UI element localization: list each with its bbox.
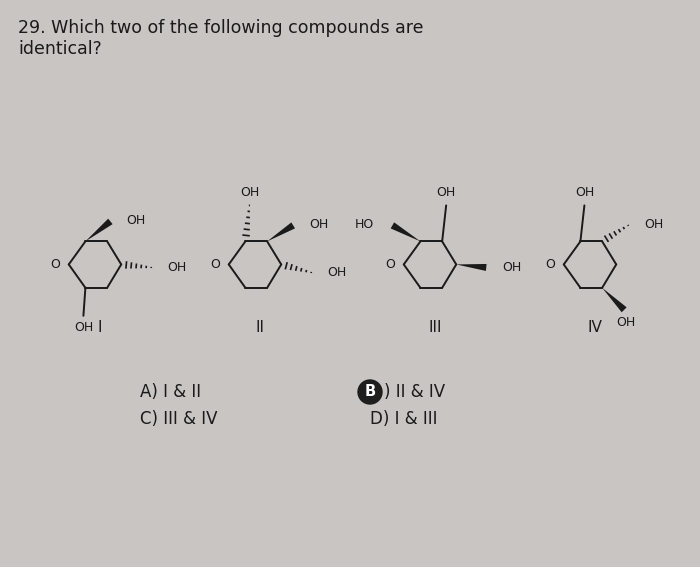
Text: C) III & IV: C) III & IV: [140, 410, 218, 428]
Polygon shape: [391, 222, 421, 242]
Text: OH: OH: [575, 186, 594, 199]
Text: O: O: [545, 258, 555, 271]
Text: OH: OH: [309, 218, 328, 231]
Circle shape: [358, 380, 382, 404]
Polygon shape: [267, 222, 295, 242]
Text: 29. Which two of the following compounds are: 29. Which two of the following compounds…: [18, 19, 423, 37]
Text: OH: OH: [502, 261, 522, 274]
Polygon shape: [85, 219, 113, 242]
Text: III: III: [428, 319, 442, 335]
Text: OH: OH: [240, 186, 259, 199]
Polygon shape: [456, 264, 486, 271]
Text: OH: OH: [127, 214, 146, 227]
Text: ) II & IV: ) II & IV: [384, 383, 445, 401]
Text: O: O: [210, 258, 220, 271]
Polygon shape: [602, 288, 626, 312]
Text: B: B: [365, 384, 376, 400]
Text: HO: HO: [355, 218, 374, 231]
Text: OH: OH: [437, 186, 456, 199]
Text: D) I & III: D) I & III: [370, 410, 438, 428]
Text: II: II: [256, 319, 265, 335]
Text: OH: OH: [327, 266, 346, 279]
Text: O: O: [385, 258, 395, 271]
Text: OH: OH: [167, 261, 186, 274]
Text: O: O: [50, 258, 60, 271]
Text: OH: OH: [617, 316, 636, 329]
Text: OH: OH: [74, 321, 93, 335]
Text: I: I: [98, 319, 102, 335]
Text: A) I & II: A) I & II: [140, 383, 201, 401]
Text: IV: IV: [587, 319, 603, 335]
Text: identical?: identical?: [18, 40, 102, 58]
Text: OH: OH: [644, 218, 664, 231]
